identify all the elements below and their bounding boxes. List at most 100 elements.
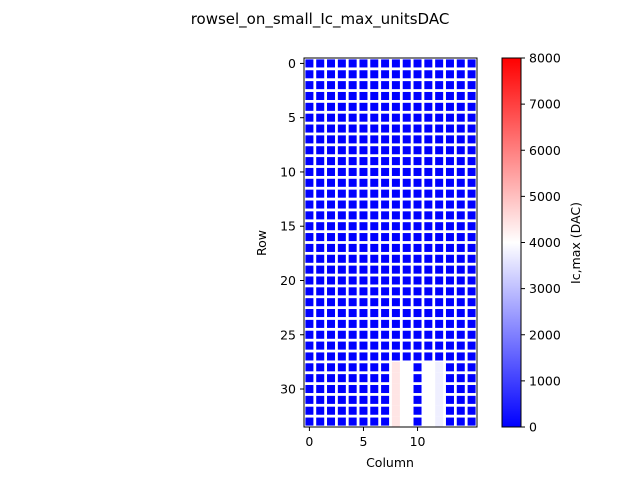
heatmap-cell [381, 135, 390, 144]
heatmap-cell [381, 254, 390, 263]
heatmap-cell [305, 309, 314, 318]
heatmap-cell [348, 254, 357, 263]
heatmap-cell [381, 374, 390, 383]
heatmap-cell [424, 405, 433, 417]
heatmap-cell [402, 361, 411, 373]
heatmap-cell [467, 167, 476, 176]
heatmap-cell [456, 243, 465, 252]
heatmap-cell [445, 59, 454, 68]
heatmap-cell [370, 341, 379, 350]
heatmap-cell [445, 417, 454, 426]
heatmap-cell [456, 91, 465, 101]
heatmap-cell [316, 91, 325, 101]
heatmap-cell [370, 298, 379, 307]
heatmap-cell [305, 406, 314, 415]
heatmap-cell [316, 146, 325, 155]
heatmap-cell [359, 309, 368, 318]
heatmap-cell [337, 341, 346, 350]
y-axis-label: Row [254, 230, 269, 256]
heatmap-cell [467, 243, 476, 252]
heatmap-cell [381, 417, 390, 426]
heatmap-cell [435, 135, 444, 144]
colorbar-tick-label: 8000 [529, 51, 561, 66]
heatmap-cell [348, 363, 357, 372]
colorbar-axis: 0 1000 2000 3000 4000 5000 6000 7000 8000 [521, 51, 561, 435]
heatmap-cell [391, 330, 400, 339]
heatmap-cell [402, 135, 411, 144]
heatmap-cell [456, 330, 465, 339]
heatmap-cell [413, 319, 422, 328]
heatmap-cell [445, 200, 454, 209]
heatmap-cell [413, 352, 422, 361]
heatmap-cell [327, 91, 336, 101]
heatmap-cell [456, 113, 465, 122]
heatmap-cell [456, 309, 465, 318]
heatmap-cell [413, 276, 422, 285]
heatmap-cell [316, 395, 325, 404]
heatmap-cell [402, 178, 411, 187]
heatmap-cell [467, 91, 476, 101]
heatmap-cell [402, 211, 411, 220]
heatmap-cell [316, 417, 325, 426]
heatmap-cell [402, 189, 411, 198]
heatmap-cell [413, 222, 422, 231]
heatmap-cell [424, 265, 433, 274]
heatmap-cell [391, 319, 400, 328]
heatmap-cell [348, 243, 357, 252]
heatmap-cell [305, 124, 314, 133]
heatmap-cell [445, 406, 454, 415]
heatmap-cell [359, 102, 368, 111]
heatmap-cell [456, 222, 465, 231]
heatmap-cell [456, 341, 465, 350]
x-tick-label: 10 [410, 434, 426, 449]
heatmap-cell [391, 309, 400, 318]
heatmap-cell [305, 287, 314, 296]
heatmap-cell [445, 374, 454, 383]
heatmap-cell [337, 178, 346, 187]
heatmap-cell [435, 361, 444, 373]
heatmap-cell [467, 417, 476, 426]
colorbar-tick-label: 3000 [529, 281, 561, 296]
heatmap-cell [305, 211, 314, 220]
heatmap-cell [435, 178, 444, 187]
heatmap-cell [467, 341, 476, 350]
heatmap-cell [456, 70, 465, 79]
heatmap-cell [445, 298, 454, 307]
heatmap-cell [413, 102, 422, 111]
heatmap-cell [305, 254, 314, 263]
heatmap-cell [348, 233, 357, 242]
heatmap-cell [413, 189, 422, 198]
heatmap-cell [327, 309, 336, 318]
heatmap-cell [348, 298, 357, 307]
heatmap-cell [413, 91, 422, 101]
heatmap-cell [391, 102, 400, 111]
heatmap-cell [391, 59, 400, 68]
heatmap-cell [337, 352, 346, 361]
heatmap-cell [435, 330, 444, 339]
heatmap-cell [348, 146, 357, 155]
heatmap-cell [370, 189, 379, 198]
heatmap-cell [391, 81, 400, 90]
heatmap-cell [327, 298, 336, 307]
heatmap-cell [359, 352, 368, 361]
heatmap-cell [381, 363, 390, 372]
heatmap-cell [316, 265, 325, 274]
heatmap-cell [467, 374, 476, 383]
heatmap-cell [435, 287, 444, 296]
heatmap-cell [467, 254, 476, 263]
heatmap-cell [456, 363, 465, 372]
heatmap-cell [413, 59, 422, 68]
heatmap-cell [327, 211, 336, 220]
heatmap-cell [337, 146, 346, 155]
heatmap-cell [445, 233, 454, 242]
heatmap-cell [445, 70, 454, 79]
heatmap-cell [424, 222, 433, 231]
heatmap-cell [370, 254, 379, 263]
heatmap-cell [359, 319, 368, 328]
heatmap-cell [305, 178, 314, 187]
heatmap-cell [381, 330, 390, 339]
heatmap-cell [305, 102, 314, 111]
heatmap-cell [456, 211, 465, 220]
heatmap-cell [402, 222, 411, 231]
heatmap-cell [413, 363, 422, 372]
